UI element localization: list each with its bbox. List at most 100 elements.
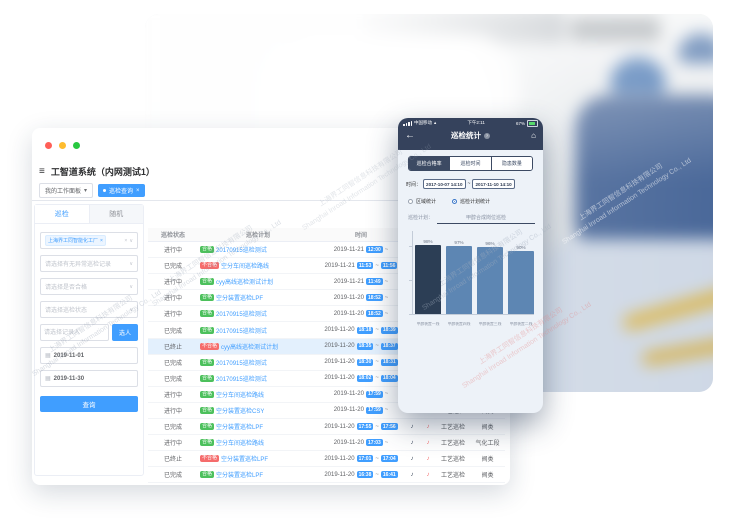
plan-link[interactable]: 空分装置巡检CSY <box>216 408 265 415</box>
record-icon[interactable]: ♪ <box>410 455 414 462</box>
plan-link[interactable]: 空分装置巡检LPF <box>216 425 264 432</box>
zoom-window-button[interactable] <box>73 142 80 149</box>
filter-select-1[interactable]: 请选择是否合格 ∨ <box>40 278 138 295</box>
date-to-field[interactable]: ▦ 2019-11-30 <box>40 370 138 387</box>
tab-inspection-query[interactable]: 巡检查询 × <box>98 184 145 197</box>
status-cell: 已完成 <box>163 264 182 271</box>
table-row[interactable]: 已终止不合格空分装置巡检LPF+12019-11-2016:48~16:55♪♪… <box>148 483 505 485</box>
search-button[interactable]: 查询 <box>40 396 138 412</box>
table-row[interactable]: 进行中 合格 空分车间巡检路线 2019-11-20 17:03 ~ ♪ ♪ 工艺巡检 气化工段 <box>148 435 505 452</box>
pick-person-button[interactable]: 选人 <box>112 324 138 341</box>
plan-link[interactable]: 空分装置巡检LPF <box>221 457 269 464</box>
plan-link[interactable]: cyy高线巡检测试计划 <box>216 280 274 287</box>
record-icon[interactable]: ♪ <box>410 439 414 446</box>
status-cell: 进行中 <box>163 392 182 399</box>
plan-value-field[interactable]: 甲醇合成岗位巡检 <box>437 214 535 224</box>
tab-workspace[interactable]: 我的工作面板 ▾ <box>39 183 94 198</box>
plan-link[interactable]: 空分装置巡检LPF <box>216 473 264 480</box>
date-text: 2019-11-20 <box>333 310 364 317</box>
filter-select-0[interactable]: 请选择有无异常巡检记录 ∨ <box>40 255 138 272</box>
stat-type-tabs: 巡检合格率 巡检时间 隐患数量 <box>408 156 533 171</box>
stat-tab-1[interactable]: 巡检时间 <box>449 157 491 170</box>
remove-tag-icon[interactable]: × <box>100 237 103 244</box>
status-cell: 进行中 <box>163 248 182 255</box>
chart-bars: 98% 97% 96% 90% <box>415 231 534 314</box>
clock-label: 下午2:11 <box>467 120 485 126</box>
time-to-input[interactable]: 2017-11-10 14:10 <box>472 179 515 189</box>
time-from-input[interactable]: 2017-10-07 14:10 <box>423 179 466 189</box>
caret-down-icon: ▾ <box>84 188 88 194</box>
exception-record-icon[interactable]: ♪ <box>426 471 430 478</box>
record-icon[interactable]: ♪ <box>410 423 414 430</box>
status-cell: 进行中 <box>163 441 182 448</box>
radio-option-1[interactable]: 巡检计划统计 <box>452 198 490 205</box>
plan-link[interactable]: 空分车间巡检路线 <box>216 392 265 399</box>
bar-category-label: 甲醇装置一线 <box>416 322 440 326</box>
phone-header: 中国移动 ▴ 下午2:11 67% ← 巡检统计 ? ⌂ <box>398 118 543 150</box>
tab-inspection[interactable]: 巡检 <box>35 205 89 223</box>
plan-row: 巡检计划： 甲醇合成岗位巡检 <box>406 214 535 224</box>
tab-random[interactable]: 随机 <box>88 205 143 223</box>
back-icon[interactable]: ← <box>405 129 415 141</box>
status-cell: 已完成 <box>163 376 182 383</box>
phone-page-title: 巡检统计 <box>451 131 481 140</box>
calendar-icon: ▦ <box>45 353 51 359</box>
status-cell: 进行中 <box>163 312 182 319</box>
result-badge: 不合格 <box>200 342 220 350</box>
exception-record-icon[interactable]: ♪ <box>426 439 430 446</box>
start-time-chip: 17:55 <box>356 423 374 431</box>
stat-tab-2[interactable]: 隐患数量 <box>490 157 532 170</box>
radio-option-0[interactable]: 区域统计 <box>408 198 436 205</box>
start-time-chip: 16:38 <box>356 471 374 479</box>
date-from-field[interactable]: ▦ 2019-11-01 <box>40 347 138 364</box>
plan-link[interactable]: 空分装置巡检LPF <box>216 296 264 303</box>
org-select[interactable]: 上海界工同智能化工厂 × × ∨ <box>40 232 138 249</box>
person-input[interactable] <box>40 324 109 341</box>
plan-link[interactable]: 20170915巡检测试 <box>216 328 267 335</box>
bar <box>446 246 472 314</box>
time-range-row: 时间： 2017-10-07 14:10 ~ 2017-11-10 14:10 <box>406 179 535 189</box>
battery-icon <box>527 120 538 127</box>
status-cell: 进行中 <box>163 408 182 415</box>
date-text: 2019-11-20 <box>333 294 364 301</box>
plan-link[interactable]: 20170915巡检测试 <box>216 376 267 383</box>
plan-link[interactable]: 空分车间巡检路线 <box>216 441 265 448</box>
close-window-button[interactable] <box>45 142 52 149</box>
table-row[interactable]: 已完成 合格 空分装置巡检LPF 2019-11-20 17:55 ~17:56 ♪ ♪ 工艺巡… <box>148 419 505 436</box>
start-time-chip: 17:59 <box>365 390 383 398</box>
table-row[interactable]: 已完成 合格 空分装置巡检LPF 2019-11-20 16:38 ~16:41 ♪ ♪ 工艺巡… <box>148 467 505 484</box>
home-icon[interactable]: ⌂ <box>531 131 536 140</box>
org-tag: 上海界工同智能化工厂 × <box>45 235 106 246</box>
minimize-window-button[interactable] <box>59 142 66 149</box>
end-time-chip: 18:39 <box>380 326 398 334</box>
date-text: 2019-11-20 <box>333 439 364 446</box>
tilde-separator: ~ <box>467 181 471 187</box>
status-cell: 进行中 <box>163 296 182 303</box>
result-badge: 合格 <box>200 374 215 382</box>
plan-label: 巡检计划： <box>408 215 434 221</box>
result-badge: 合格 <box>200 294 215 302</box>
dropdown-icon: ∨ <box>129 237 133 244</box>
close-tab-icon[interactable]: × <box>136 187 140 194</box>
bar-value-label: 90% <box>516 245 526 250</box>
plan-link[interactable]: cyy高线巡检测试计划 <box>221 344 279 351</box>
clear-icon[interactable]: × <box>124 237 128 244</box>
pass-rate-bar-chart: 98% 97% 96% 90% 甲醇装置一线 甲醇装置四线 甲醇装置三线 甲醇装置二线 <box>406 231 535 329</box>
plan-link[interactable]: 空分车间巡检路线 <box>221 264 270 271</box>
table-row[interactable]: 已终止 不合格 空分装置巡检LPF 2019-11-20 17:01 ~17:04 ♪ ♪ 工艺… <box>148 451 505 468</box>
record-icon[interactable]: ♪ <box>410 471 414 478</box>
active-dot-icon <box>103 189 107 192</box>
exception-record-icon[interactable]: ♪ <box>426 423 430 430</box>
result-badge: 合格 <box>200 278 215 286</box>
menu-icon[interactable]: ≡ <box>39 166 45 177</box>
plan-link[interactable]: 20170915巡检测试 <box>216 248 267 255</box>
help-icon[interactable]: ? <box>484 132 490 139</box>
plan-link[interactable]: 20170915巡检测试 <box>216 360 267 367</box>
stat-tab-0[interactable]: 巡检合格率 <box>409 157 450 170</box>
exception-record-icon[interactable]: ♪ <box>426 455 430 462</box>
status-cell: 已完成 <box>163 360 182 367</box>
plan-link[interactable]: 20170915巡检测试 <box>216 312 267 319</box>
filter-select-2[interactable]: 请选择巡检状态 ∨ <box>40 301 138 318</box>
date-text: 2019-11-20 <box>324 343 355 350</box>
